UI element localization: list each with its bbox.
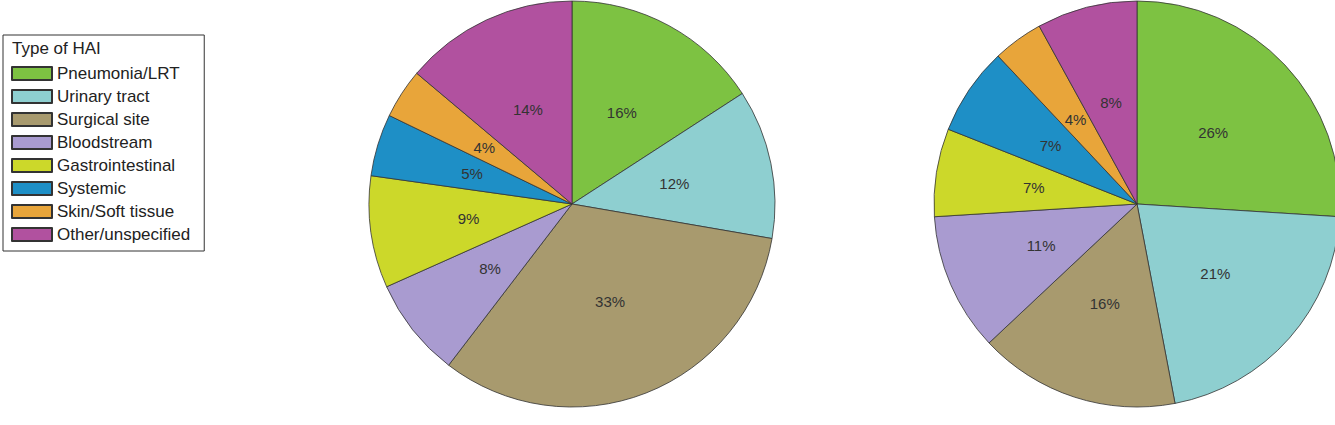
svg-text:Skin/Soft tissue: Skin/Soft tissue xyxy=(57,202,174,221)
svg-text:7%: 7% xyxy=(1040,137,1062,154)
svg-text:12%: 12% xyxy=(659,175,689,192)
svg-text:4%: 4% xyxy=(1065,111,1087,128)
svg-text:16%: 16% xyxy=(1090,295,1120,312)
svg-text:16%: 16% xyxy=(607,104,637,121)
svg-text:9%: 9% xyxy=(458,210,480,227)
svg-text:Gastrointestinal: Gastrointestinal xyxy=(57,156,175,175)
svg-text:5%: 5% xyxy=(461,165,483,182)
svg-text:26%: 26% xyxy=(1198,124,1228,141)
svg-text:14%: 14% xyxy=(513,101,543,118)
svg-text:4%: 4% xyxy=(473,139,495,156)
svg-text:Type of HAI: Type of HAI xyxy=(12,39,101,58)
svg-text:Surgical site: Surgical site xyxy=(57,110,150,129)
svg-text:8%: 8% xyxy=(1100,94,1122,111)
svg-text:7%: 7% xyxy=(1023,179,1045,196)
svg-text:8%: 8% xyxy=(479,260,501,277)
svg-text:Other/unspecified: Other/unspecified xyxy=(57,225,190,244)
svg-text:Pneumonia/LRT: Pneumonia/LRT xyxy=(57,64,180,83)
svg-text:Urinary tract: Urinary tract xyxy=(57,87,150,106)
svg-text:21%: 21% xyxy=(1200,265,1230,282)
svg-text:Bloodstream: Bloodstream xyxy=(57,133,152,152)
svg-text:11%: 11% xyxy=(1027,237,1056,254)
svg-text:33%: 33% xyxy=(595,293,625,310)
svg-text:Systemic: Systemic xyxy=(57,179,126,198)
